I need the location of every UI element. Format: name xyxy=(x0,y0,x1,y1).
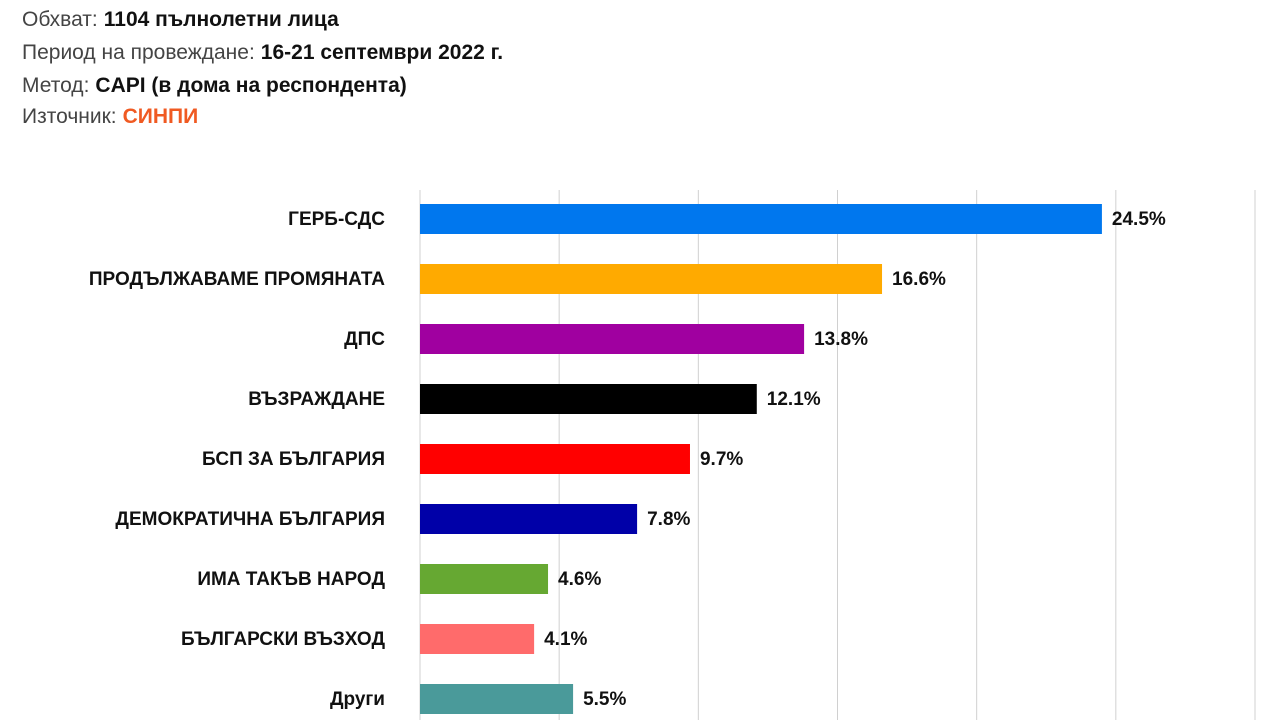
value-label: 4.6% xyxy=(558,569,601,590)
category-label: БЪЛГАРСКИ ВЪЗХОД xyxy=(181,629,385,650)
category-label: Други xyxy=(330,689,385,710)
category-label: БСП ЗА БЪЛГАРИЯ xyxy=(202,449,385,470)
info-value: CAPI (в дома на респондента) xyxy=(95,74,406,97)
bar xyxy=(420,444,690,474)
bar xyxy=(420,624,535,654)
bar xyxy=(420,504,638,534)
info-line: Източник: СИНПИ xyxy=(22,105,198,128)
info-label: Източник: xyxy=(22,105,117,128)
category-label: ВЪЗРАЖДАНЕ xyxy=(248,389,385,410)
value-label: 5.5% xyxy=(583,689,626,710)
category-label: ГЕРБ-СДС xyxy=(288,209,385,230)
value-label: 4.1% xyxy=(544,629,587,650)
category-label: ДПС xyxy=(344,329,385,350)
info-value: 1104 пълнолетни лица xyxy=(104,8,339,31)
info-label: Обхват: xyxy=(22,8,98,31)
info-value: 16-21 септември 2022 г. xyxy=(261,41,503,64)
info-label: Метод: xyxy=(22,74,89,97)
info-label: Период на провеждане: xyxy=(22,41,255,64)
value-label: 7.8% xyxy=(647,509,690,530)
value-label: 24.5% xyxy=(1112,209,1166,230)
value-label: 9.7% xyxy=(700,449,743,470)
bar xyxy=(420,324,805,354)
bar xyxy=(420,384,757,414)
info-value: СИНПИ xyxy=(123,105,199,128)
value-label: 16.6% xyxy=(892,269,946,290)
category-label: ДЕМОКРАТИЧНА БЪЛГАРИЯ xyxy=(115,509,385,530)
category-label: ИМА ТАКЪВ НАРОД xyxy=(197,569,385,590)
bar xyxy=(420,564,549,594)
bar xyxy=(420,264,883,294)
info-line: Период на провеждане: 16-21 септември 202… xyxy=(22,41,503,64)
bar xyxy=(420,204,1102,234)
category-label: ПРОДЪЛЖАВАМЕ ПРОМЯНАТА xyxy=(89,269,385,290)
info-line: Метод: CAPI (в дома на респондента) xyxy=(22,74,407,97)
value-label: 12.1% xyxy=(767,389,821,410)
value-label: 13.8% xyxy=(814,329,868,350)
info-line: Обхват: 1104 пълнолетни лица xyxy=(22,8,339,31)
bar xyxy=(420,684,574,714)
